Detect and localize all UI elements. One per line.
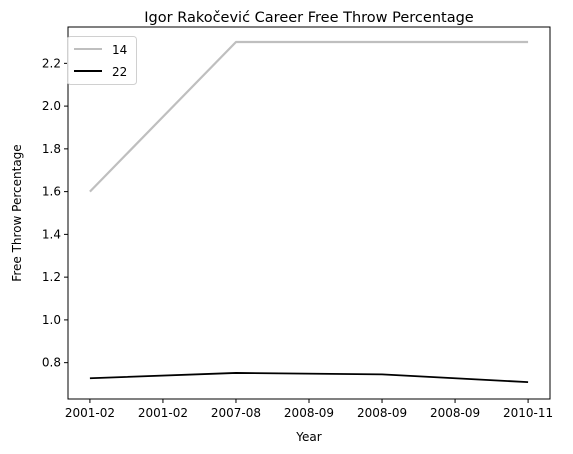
legend: 14 22 <box>67 36 137 85</box>
x-tick-label: 2010-11 <box>503 406 553 420</box>
x-axis-ticks: 2001-02 2001-02 2007-08 2008-09 2008-09 2008-… <box>65 399 553 420</box>
y-axis-label: Free Throw Percentage <box>10 144 24 281</box>
y-tick-label: 1.4 <box>42 227 61 241</box>
x-axis-label: Year <box>295 430 321 444</box>
x-tick-label: 2008-09 <box>430 406 480 420</box>
legend-entry-22: 22 <box>112 65 127 79</box>
x-tick-label: 2001-02 <box>65 406 115 420</box>
chart-title: Igor Rakočević Career Free Throw Percent… <box>144 10 474 26</box>
plot-area: 2001-02 2001-02 2007-08 2008-09 2008-09 2008-… <box>42 26 553 420</box>
y-axis-ticks: 0.8 1.0 1.2 1.4 1.6 1.8 2.0 2.2 <box>42 56 68 370</box>
y-tick-label: 1.6 <box>42 185 61 199</box>
series-line-14 <box>89 40 529 193</box>
x-tick-label: 2008-09 <box>357 406 407 420</box>
series-line-22 <box>89 372 529 384</box>
x-tick-label: 2001-02 <box>138 406 188 420</box>
y-tick-label: 2.0 <box>42 99 61 113</box>
legend-entry-14: 14 <box>112 43 127 57</box>
y-tick-label: 1.2 <box>42 270 61 284</box>
plot-frame <box>67 26 551 400</box>
y-tick-label: 1.0 <box>42 313 61 327</box>
series-layer <box>89 40 529 384</box>
y-tick-label: 2.2 <box>42 56 61 70</box>
y-tick-label: 0.8 <box>42 356 61 370</box>
x-tick-label: 2008-09 <box>284 406 334 420</box>
x-tick-label: 2007-08 <box>211 406 261 420</box>
y-tick-label: 1.8 <box>42 142 61 156</box>
